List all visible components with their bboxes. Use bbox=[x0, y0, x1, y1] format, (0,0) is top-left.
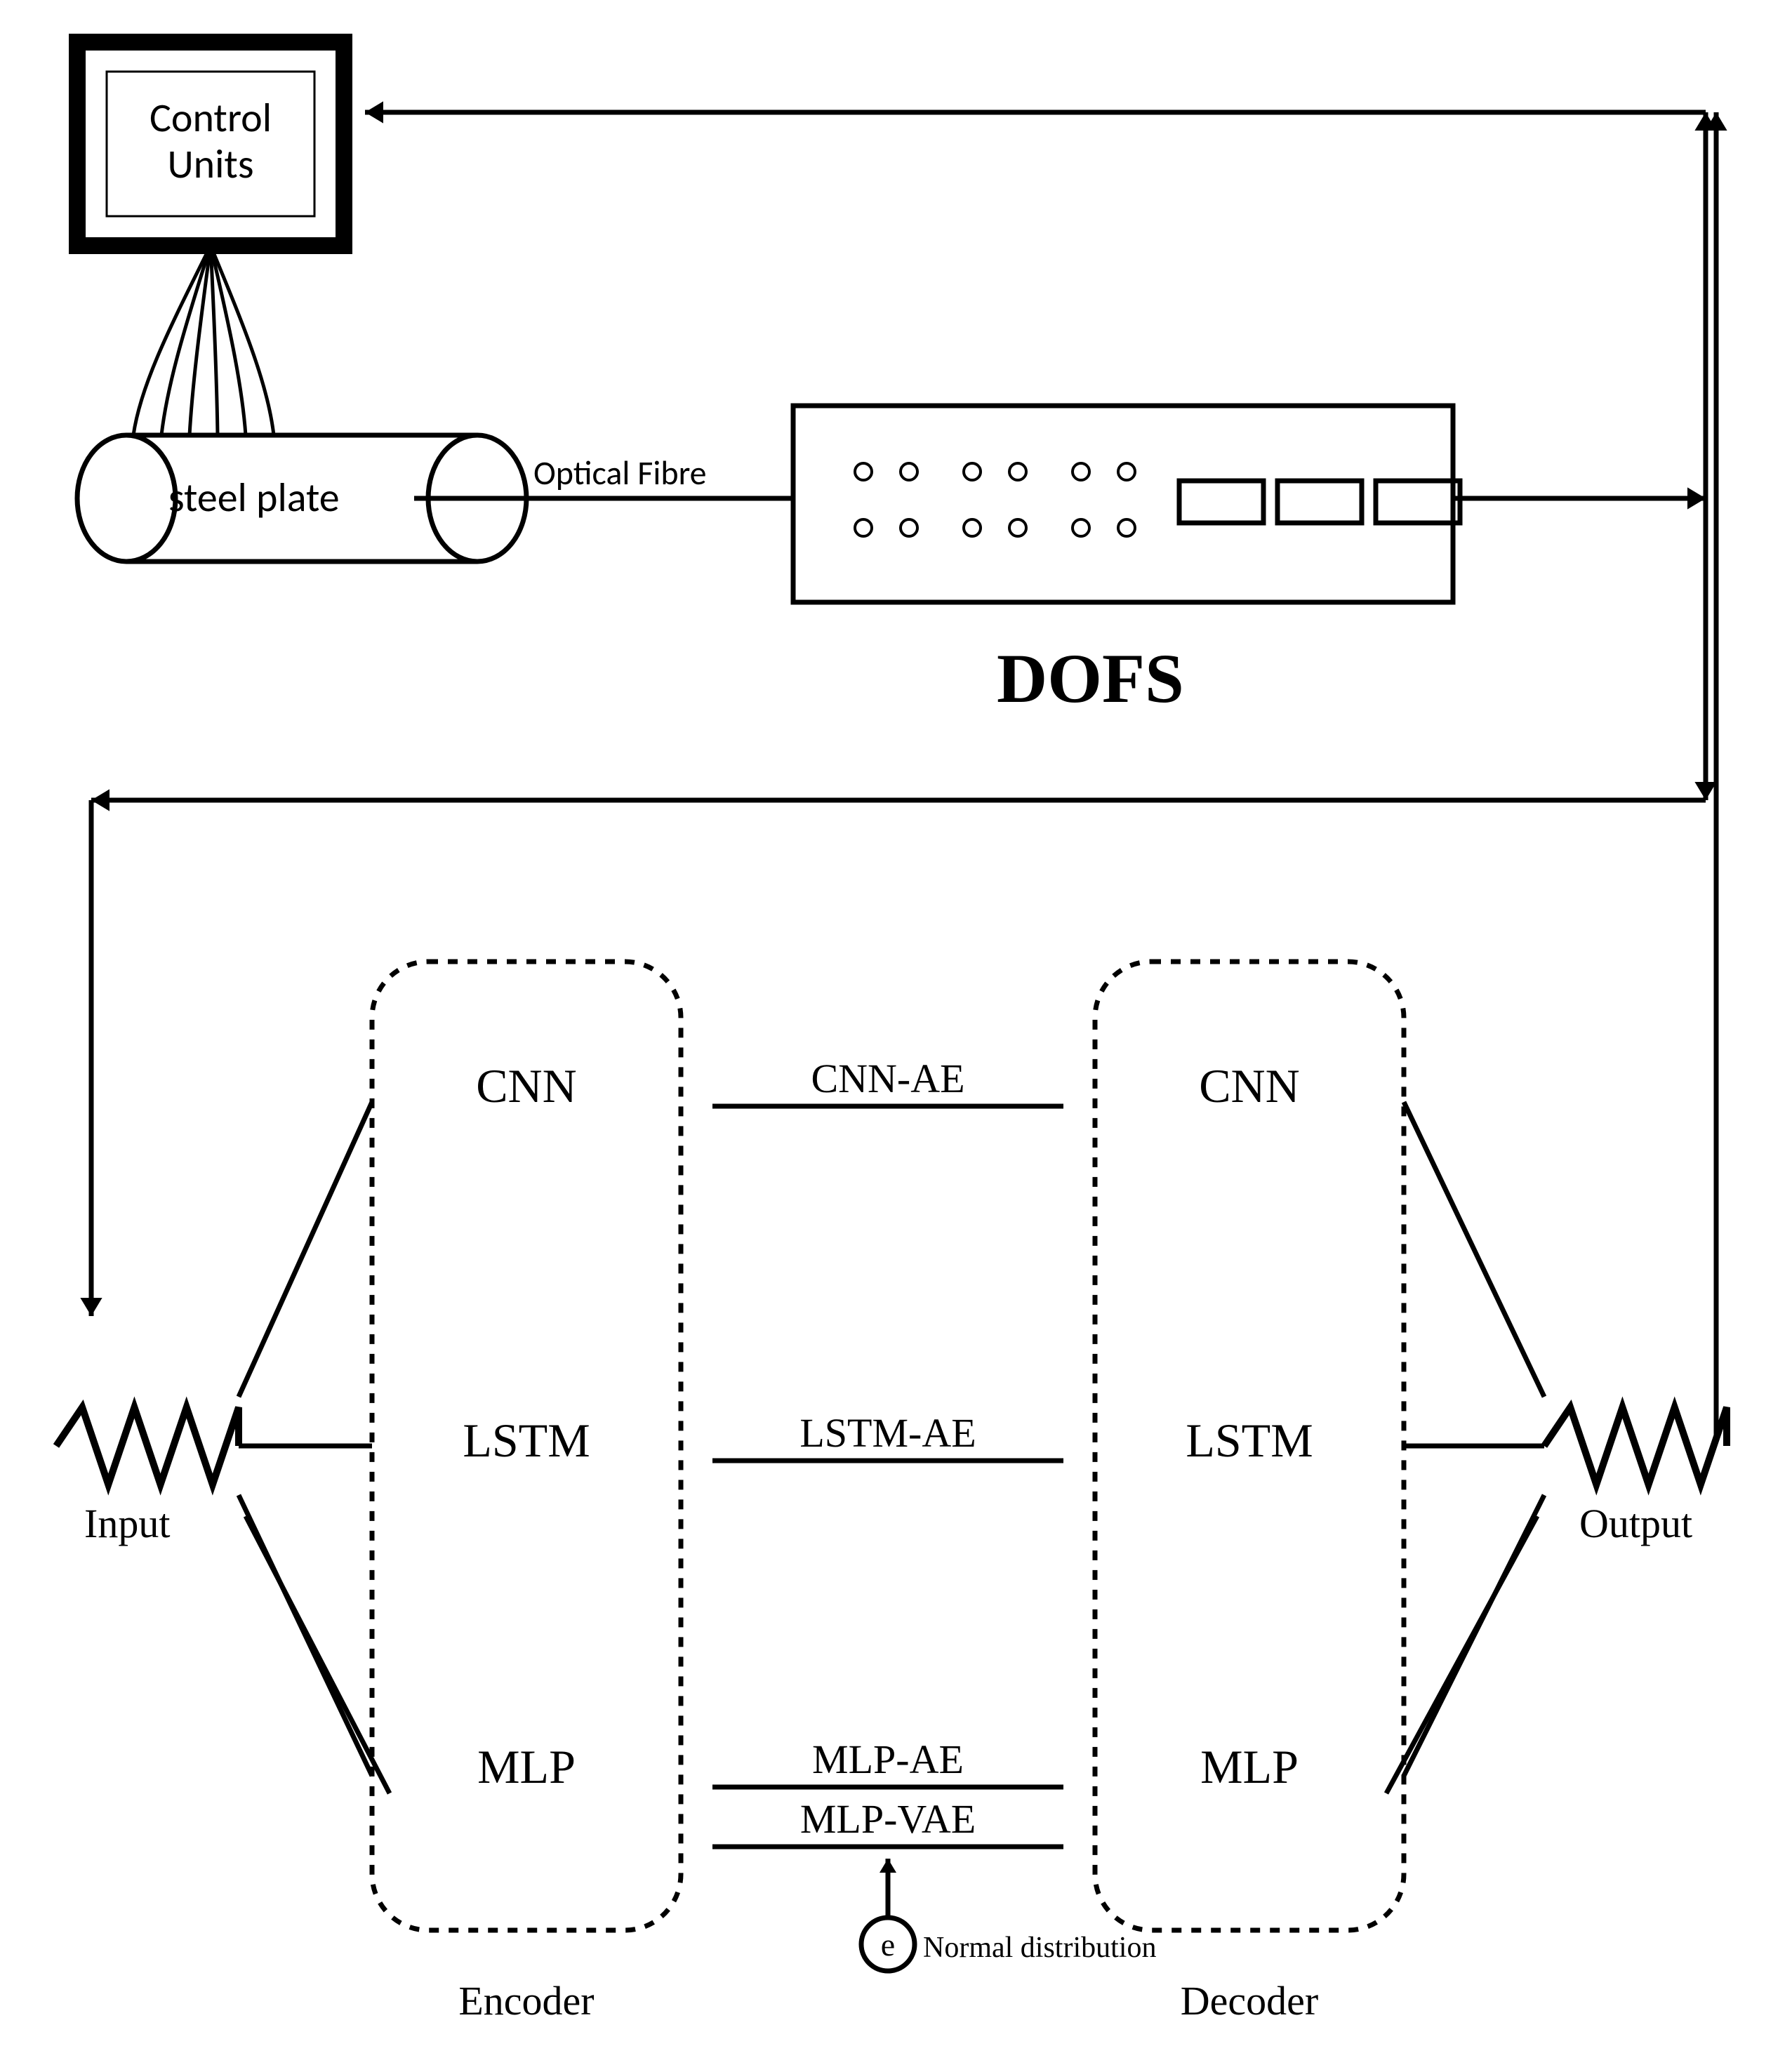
output-signal-icon bbox=[1544, 1407, 1727, 1485]
layer-label-cnn: CNN bbox=[1199, 1059, 1300, 1113]
bridge-mlp-ae: MLP-AE bbox=[812, 1737, 964, 1782]
layer-label-lstm: LSTM bbox=[463, 1414, 590, 1467]
encoder-caption: Encoder bbox=[458, 1978, 594, 2024]
normal-distribution-label: Normal distribution bbox=[923, 1932, 1156, 1964]
epsilon-glyph: e bbox=[881, 1927, 895, 1963]
layer-label-lstm: LSTM bbox=[1186, 1414, 1313, 1467]
input-signal-icon bbox=[56, 1407, 239, 1485]
control-units-label-line1: Control bbox=[150, 93, 272, 142]
bridge-cnn-ae: CNN-AE bbox=[811, 1056, 964, 1101]
monitor-stand-ray bbox=[161, 246, 211, 435]
layer-label-mlp: MLP bbox=[477, 1740, 576, 1793]
output-label: Output bbox=[1579, 1501, 1692, 1546]
steel-plate-label: steel plate bbox=[168, 472, 340, 522]
decoder-caption: Decoder bbox=[1181, 1978, 1318, 2024]
layer-label-mlp: MLP bbox=[1200, 1740, 1299, 1793]
control-units-label-line2: Units bbox=[167, 139, 253, 189]
optical-fibre-label: Optical Fibre bbox=[533, 452, 707, 493]
bridge-mlp-vae: MLP-VAE bbox=[800, 1796, 976, 1842]
bridge-lstm-ae: LSTM-AE bbox=[799, 1410, 976, 1456]
layer-label-cnn: CNN bbox=[476, 1059, 577, 1113]
input-label: Input bbox=[84, 1501, 170, 1546]
dofs-device bbox=[793, 406, 1453, 602]
dofs-label: DOFS bbox=[997, 639, 1184, 717]
